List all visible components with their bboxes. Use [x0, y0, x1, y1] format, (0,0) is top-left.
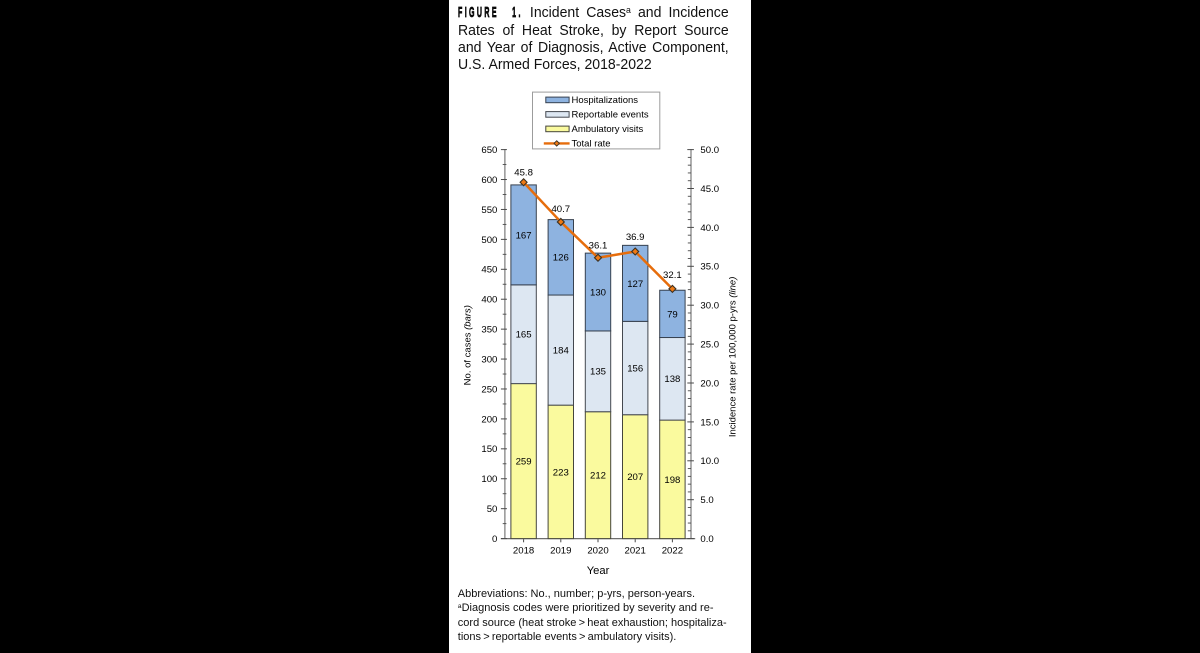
svg-text:36.1: 36.1 [589, 240, 608, 251]
svg-text:40.7: 40.7 [551, 204, 570, 215]
svg-text:50: 50 [487, 504, 498, 515]
svg-text:Incidence rate per 100,000 p-y: Incidence rate per 100,000 p-yrs (line) [728, 277, 739, 438]
svg-text:250: 250 [481, 384, 497, 395]
svg-text:450: 450 [481, 265, 497, 276]
svg-text:184: 184 [553, 345, 570, 356]
svg-text:0.0: 0.0 [700, 534, 713, 545]
svg-text:30.0: 30.0 [700, 301, 719, 312]
svg-text:Reportable events: Reportable events [572, 110, 649, 121]
svg-text:200: 200 [481, 414, 497, 425]
svg-text:550: 550 [481, 205, 497, 216]
svg-text:165: 165 [516, 330, 532, 341]
svg-text:259: 259 [516, 457, 532, 468]
svg-text:126: 126 [553, 253, 569, 264]
svg-text:167: 167 [516, 230, 532, 241]
svg-text:32.1: 32.1 [663, 270, 682, 281]
svg-text:2021: 2021 [625, 545, 646, 556]
svg-text:36.9: 36.9 [626, 232, 645, 243]
svg-text:40.0: 40.0 [700, 223, 719, 234]
svg-text:50.0: 50.0 [700, 145, 719, 156]
svg-text:500: 500 [481, 235, 497, 246]
svg-text:212: 212 [590, 471, 606, 482]
svg-text:5.0: 5.0 [700, 495, 713, 506]
svg-text:10.0: 10.0 [700, 456, 719, 467]
svg-text:130: 130 [590, 287, 606, 298]
svg-text:79: 79 [667, 309, 678, 320]
svg-text:650: 650 [481, 145, 497, 156]
svg-text:25.0: 25.0 [700, 340, 719, 351]
svg-text:2020: 2020 [587, 545, 608, 556]
svg-text:0: 0 [492, 534, 497, 545]
svg-text:Ambulatory visits: Ambulatory visits [572, 124, 644, 135]
svg-text:207: 207 [627, 472, 643, 483]
svg-text:2018: 2018 [513, 545, 534, 556]
svg-text:350: 350 [481, 325, 497, 336]
svg-text:15.0: 15.0 [700, 417, 719, 428]
svg-text:150: 150 [481, 444, 497, 455]
svg-text:300: 300 [481, 354, 497, 365]
svg-text:600: 600 [481, 175, 497, 186]
svg-text:127: 127 [627, 279, 643, 290]
svg-text:Year: Year [587, 565, 610, 577]
svg-text:138: 138 [664, 374, 680, 385]
svg-text:400: 400 [481, 295, 497, 306]
svg-text:Total rate: Total rate [572, 139, 611, 150]
svg-text:2019: 2019 [550, 545, 571, 556]
svg-text:Hospitalizations: Hospitalizations [572, 95, 639, 106]
svg-text:45.8: 45.8 [514, 167, 533, 178]
svg-text:No. of cases (bars): No. of cases (bars) [462, 305, 473, 385]
svg-text:2022: 2022 [662, 545, 683, 556]
svg-text:100: 100 [481, 474, 497, 485]
svg-text:156: 156 [627, 363, 643, 374]
svg-text:223: 223 [553, 467, 569, 478]
svg-text:20.0: 20.0 [700, 378, 719, 389]
svg-text:198: 198 [664, 475, 680, 486]
svg-text:135: 135 [590, 367, 606, 378]
svg-text:45.0: 45.0 [700, 184, 719, 195]
svg-text:35.0: 35.0 [700, 262, 719, 273]
